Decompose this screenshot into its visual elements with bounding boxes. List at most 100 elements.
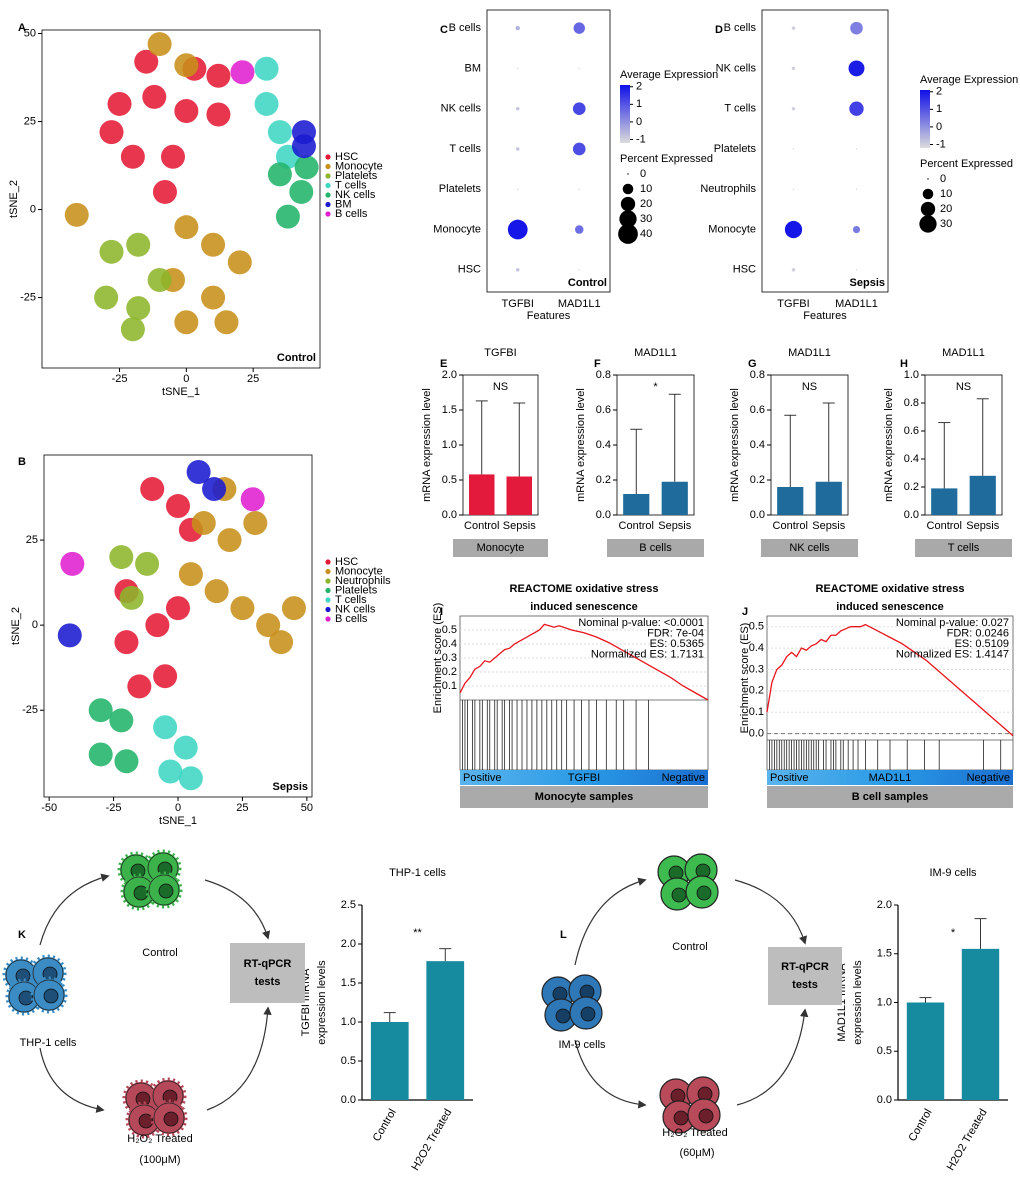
cluster-point (243, 511, 268, 536)
row-label: Monocyte (708, 223, 756, 235)
cluster-point (160, 144, 185, 169)
y-axis-label: expression levels (316, 960, 328, 1045)
stat-text: ES: 0.5365 (650, 638, 704, 650)
cluster-point (166, 596, 190, 621)
stat-text: Normalized ES: 1.4147 (896, 648, 1009, 660)
cluster-point (120, 317, 145, 342)
y-tick-label: 0.6 (596, 404, 611, 416)
y-tick-label: 2.0 (341, 938, 356, 950)
y-axis-label: tSNE_2 (8, 180, 20, 218)
cluster-point (202, 477, 227, 502)
nucleus (130, 863, 146, 879)
stat-text: FDR: 0.0246 (947, 627, 1009, 639)
bar (931, 488, 958, 515)
legend-label: B cells (335, 613, 368, 625)
method-label: tests (792, 979, 818, 991)
y-tick-label: 2.0 (877, 899, 892, 911)
es-curve (459, 623, 709, 701)
y-tick-label: 0.4 (596, 439, 611, 451)
chart-title: REACTOME oxidative stress (816, 583, 965, 595)
color-tick-label: 2 (936, 86, 942, 98)
bar (370, 1022, 409, 1100)
group-label: B cells (639, 542, 672, 554)
y-tick-label: 0.5 (877, 1045, 892, 1057)
y-tick-label: 0.4 (442, 638, 457, 650)
x-tick-label: Control (906, 1107, 934, 1144)
bar (969, 475, 996, 515)
cluster-point (214, 310, 239, 335)
cluster-point (142, 84, 167, 109)
y-axis-label: mRNA expression level (421, 388, 433, 502)
rank-gradient (460, 770, 708, 785)
legend-swatch (325, 597, 331, 603)
nucleus (43, 988, 59, 1004)
annotation: Control (568, 277, 607, 289)
group-box (453, 539, 548, 557)
expression-dot (516, 147, 520, 151)
method-label: RT-qPCR (781, 961, 829, 973)
chart-title: IM-9 cells (929, 867, 977, 879)
row-label: NK cells (716, 62, 757, 74)
cluster-point (114, 749, 139, 774)
expression-dot (850, 21, 863, 35)
color-tick-label: 1 (936, 103, 942, 115)
cluster-point (254, 56, 279, 81)
legend-label: Monocyte (335, 565, 383, 577)
group-box (767, 786, 1013, 808)
color-legend-title: Average Expression (920, 74, 1018, 86)
y-tick-label: 0.5 (442, 474, 457, 486)
legend-swatch (325, 211, 331, 217)
annotation: Control (277, 352, 316, 364)
expression-dot (578, 188, 580, 190)
y-tick-label: 1.5 (877, 948, 892, 960)
nucleus (15, 968, 31, 984)
cluster-point (256, 613, 281, 638)
cluster-point (174, 310, 199, 335)
nucleus (135, 1091, 151, 1107)
nucleus (673, 1110, 689, 1126)
group-box (607, 539, 704, 557)
arrow (204, 879, 271, 940)
size-key (619, 210, 637, 228)
y-axis-label: Enrichment score (ES) (432, 603, 444, 714)
y-tick-label: 0.0 (442, 509, 457, 521)
cluster-point (127, 674, 152, 699)
row-label: B cells (724, 22, 757, 34)
y-tick-label: 1.0 (442, 439, 457, 451)
expression-dot (572, 102, 586, 116)
bar (961, 948, 1000, 1100)
x-tick-label: Sepsis (966, 520, 1000, 532)
legend-label: HSC (335, 556, 358, 568)
cluster-point (201, 285, 226, 310)
y-tick-label: 0.0 (904, 509, 919, 521)
significance: NS (493, 381, 508, 393)
panel-letter: L (560, 929, 567, 941)
expression-dot (792, 148, 795, 150)
group-box (915, 539, 1012, 557)
row-label: B cells (449, 22, 482, 34)
y-tick-label: 0.2 (749, 685, 764, 697)
legend-label: HSC (335, 151, 358, 163)
cluster-point (120, 144, 145, 169)
size-key-label: 10 (940, 188, 952, 200)
x-axis-label: tSNE_1 (162, 386, 200, 398)
legend-label: Platelets (335, 584, 378, 596)
group-label: T cells (948, 542, 980, 554)
method-box (230, 943, 305, 1003)
diagram-label: THP-1 cells (20, 1037, 77, 1049)
bar (426, 961, 465, 1100)
row-label: BM (465, 62, 482, 74)
color-tick-label: 0 (636, 116, 642, 128)
gradient-label: Negative (662, 772, 705, 784)
color-tick-label: 2 (636, 81, 642, 93)
annotation: Sepsis (850, 277, 885, 289)
size-key-label: 0 (640, 168, 646, 180)
nucleus (580, 1006, 596, 1022)
cluster-point (135, 551, 160, 576)
size-key-label: 30 (640, 213, 652, 225)
panel-letter: D (715, 24, 723, 36)
cluster-point (174, 98, 199, 123)
bar (906, 1002, 945, 1100)
y-tick-label: -25 (20, 291, 36, 303)
